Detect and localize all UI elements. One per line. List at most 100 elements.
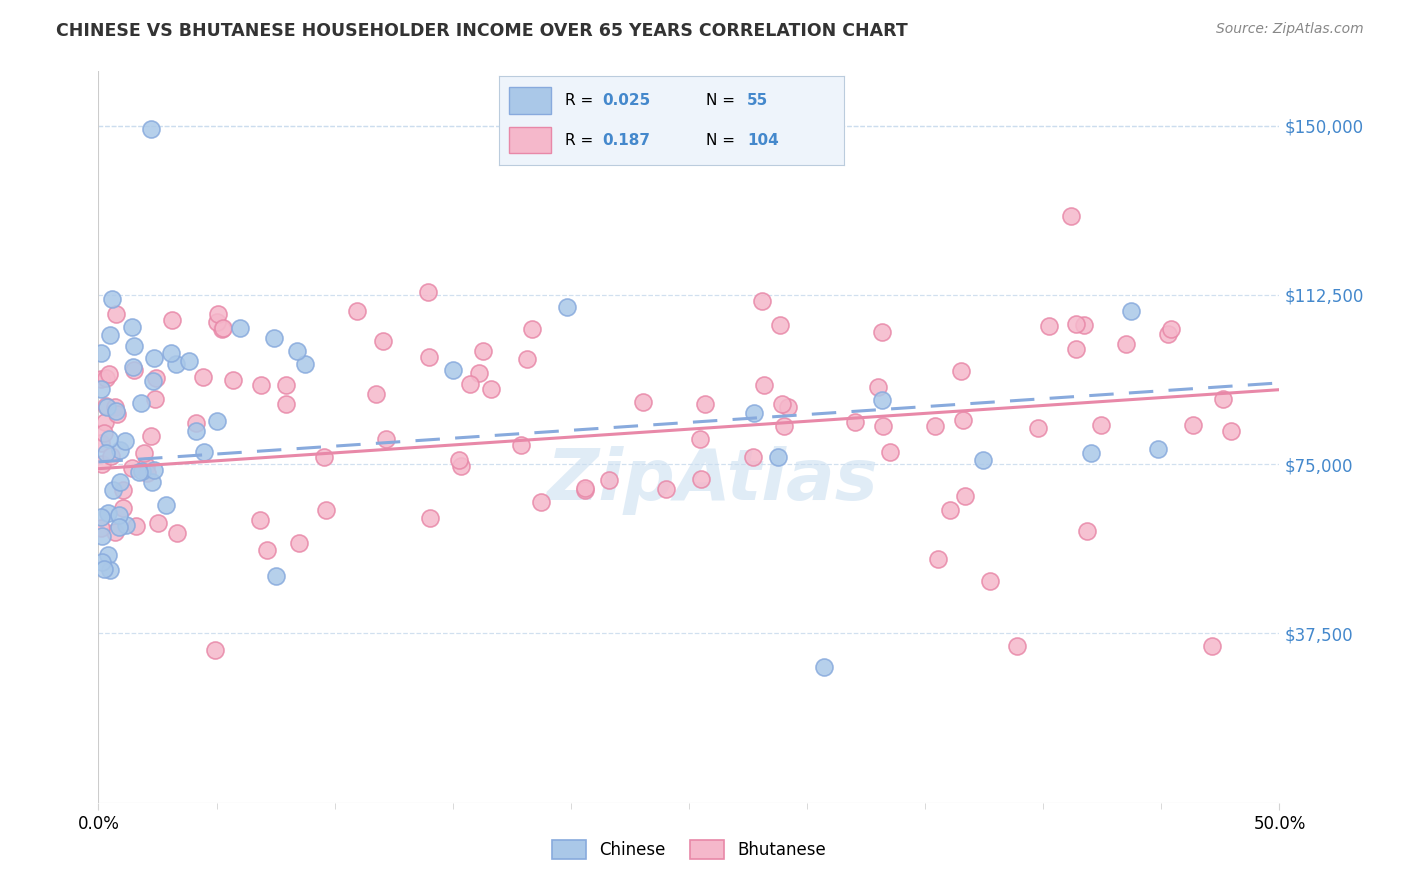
Point xyxy=(97,549,120,563)
Point xyxy=(972,453,994,467)
Point xyxy=(770,397,793,411)
Point xyxy=(212,321,235,335)
Point xyxy=(94,371,117,385)
Point xyxy=(294,357,316,371)
Text: 104: 104 xyxy=(747,133,779,147)
Point xyxy=(166,526,188,541)
Point xyxy=(752,378,775,392)
Text: N =: N = xyxy=(706,133,740,147)
Point xyxy=(471,344,494,359)
Point xyxy=(141,475,163,489)
Point xyxy=(90,382,112,396)
Point xyxy=(870,326,893,340)
Point xyxy=(938,503,960,517)
Point xyxy=(813,660,835,674)
Point xyxy=(776,400,799,414)
Point xyxy=(872,419,894,434)
Point xyxy=(287,343,309,358)
Point xyxy=(631,395,654,409)
Point xyxy=(868,380,890,394)
Point xyxy=(135,466,157,480)
Legend: Chinese, Bhutanese: Chinese, Bhutanese xyxy=(544,831,834,868)
Point xyxy=(105,403,128,417)
Point xyxy=(949,364,972,378)
Point xyxy=(108,475,131,489)
Point xyxy=(1060,210,1083,224)
Point xyxy=(115,517,138,532)
Point xyxy=(90,372,112,386)
Point xyxy=(134,446,156,460)
Text: ZipAtlas: ZipAtlas xyxy=(547,447,879,516)
Point xyxy=(142,374,165,388)
Point xyxy=(371,334,394,349)
Point xyxy=(447,453,470,467)
Point xyxy=(1201,639,1223,653)
Point xyxy=(522,321,544,335)
Point xyxy=(142,462,165,476)
Point xyxy=(160,312,183,326)
Point xyxy=(1119,304,1142,318)
Point xyxy=(510,438,533,452)
Point xyxy=(952,413,974,427)
Point xyxy=(94,446,117,460)
Point xyxy=(555,300,578,314)
Point xyxy=(207,307,229,321)
Point xyxy=(129,396,152,410)
Point xyxy=(655,483,678,497)
Point xyxy=(205,414,228,428)
Point xyxy=(1073,318,1095,333)
Point xyxy=(769,318,792,332)
Point xyxy=(143,351,166,366)
Point xyxy=(256,543,278,558)
Point xyxy=(249,378,271,392)
Point xyxy=(122,363,145,377)
Point xyxy=(121,320,143,334)
Point xyxy=(108,442,131,457)
Point xyxy=(204,642,226,657)
Point xyxy=(94,415,117,429)
Point xyxy=(927,551,949,566)
Point xyxy=(131,464,153,478)
Point xyxy=(90,457,112,471)
Point xyxy=(143,392,166,407)
Point xyxy=(441,363,464,377)
Point xyxy=(93,562,115,576)
Point xyxy=(93,426,115,441)
Point xyxy=(100,292,122,306)
Point xyxy=(1080,446,1102,460)
Point xyxy=(274,377,297,392)
Point xyxy=(104,400,127,414)
Point xyxy=(1160,322,1182,336)
Point xyxy=(1157,327,1180,342)
Point xyxy=(751,293,773,308)
Point xyxy=(179,354,201,368)
Point xyxy=(124,339,146,353)
Point xyxy=(530,494,553,508)
Point xyxy=(165,357,187,371)
Point xyxy=(312,450,335,464)
Point xyxy=(574,481,596,495)
Point xyxy=(100,327,122,342)
Point xyxy=(146,516,169,531)
Point xyxy=(690,473,713,487)
Point xyxy=(418,285,440,299)
Point xyxy=(773,419,796,434)
Point xyxy=(264,568,287,582)
Text: R =: R = xyxy=(565,94,598,108)
Point xyxy=(90,510,112,524)
Point xyxy=(870,392,893,407)
Point xyxy=(96,400,118,414)
Point xyxy=(479,382,502,396)
Point xyxy=(419,510,441,524)
Point xyxy=(229,321,252,335)
Point xyxy=(450,459,472,474)
Point xyxy=(101,483,124,497)
Point xyxy=(184,425,207,439)
Point xyxy=(184,417,207,431)
Point xyxy=(91,529,114,543)
Point xyxy=(90,436,112,450)
Point xyxy=(263,331,285,345)
Point xyxy=(160,346,183,360)
Point xyxy=(139,429,162,443)
Point xyxy=(193,445,215,459)
